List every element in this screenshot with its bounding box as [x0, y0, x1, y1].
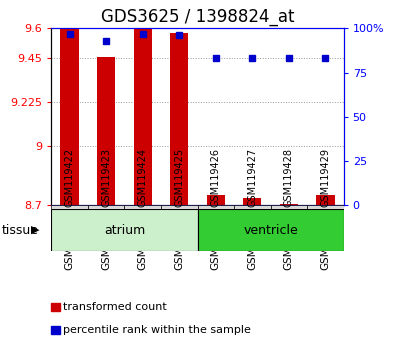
Text: GSM119428: GSM119428: [284, 148, 294, 207]
Text: atrium: atrium: [104, 224, 145, 236]
Bar: [280, 204, 298, 205]
Text: GSM119425: GSM119425: [174, 148, 184, 207]
FancyBboxPatch shape: [234, 205, 271, 209]
Text: tissue: tissue: [2, 224, 39, 236]
Text: ventricle: ventricle: [243, 224, 298, 236]
FancyBboxPatch shape: [51, 205, 88, 209]
Text: ▶: ▶: [31, 225, 40, 235]
FancyBboxPatch shape: [124, 205, 161, 209]
Bar: [97, 57, 115, 205]
FancyBboxPatch shape: [271, 205, 307, 209]
Bar: [60, 29, 79, 205]
Bar: [316, 194, 335, 205]
Text: GSM119423: GSM119423: [101, 148, 111, 207]
Bar: [243, 199, 261, 205]
Text: GSM119426: GSM119426: [211, 148, 221, 207]
Text: GSM119427: GSM119427: [247, 148, 257, 207]
Title: GDS3625 / 1398824_at: GDS3625 / 1398824_at: [101, 8, 294, 25]
Bar: [170, 33, 188, 205]
Text: GSM119424: GSM119424: [138, 148, 148, 207]
Text: percentile rank within the sample: percentile rank within the sample: [63, 325, 251, 335]
FancyBboxPatch shape: [198, 205, 234, 209]
Bar: [134, 29, 152, 205]
Bar: [198, 209, 344, 251]
FancyBboxPatch shape: [161, 205, 198, 209]
FancyBboxPatch shape: [88, 205, 124, 209]
Text: GSM119422: GSM119422: [65, 148, 75, 207]
Text: GSM119429: GSM119429: [320, 148, 330, 207]
Bar: [51, 209, 198, 251]
Text: transformed count: transformed count: [63, 302, 167, 312]
FancyBboxPatch shape: [307, 205, 344, 209]
Bar: [207, 194, 225, 205]
